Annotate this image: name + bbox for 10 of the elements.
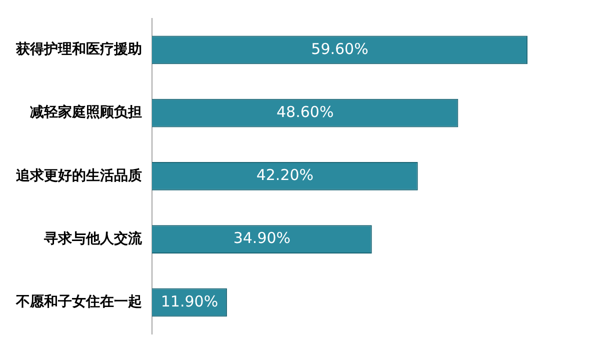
y-tick-label: 不愿和子女住在一起 <box>15 294 142 310</box>
data-label: 48.60% <box>276 102 334 121</box>
data-label: 34.90% <box>233 229 291 248</box>
y-tick-label: 获得护理和医疗援助 <box>15 40 142 58</box>
y-tick-label: 寻求与他人交流 <box>43 230 143 247</box>
y-tick-label: 减轻家庭照顾负担 <box>30 104 142 121</box>
data-label: 11.90% <box>160 292 218 310</box>
y-tick-label: 追求更好的生活品质 <box>15 166 142 184</box>
data-label: 42.20% <box>256 166 314 184</box>
data-label: 59.60% <box>311 40 368 58</box>
